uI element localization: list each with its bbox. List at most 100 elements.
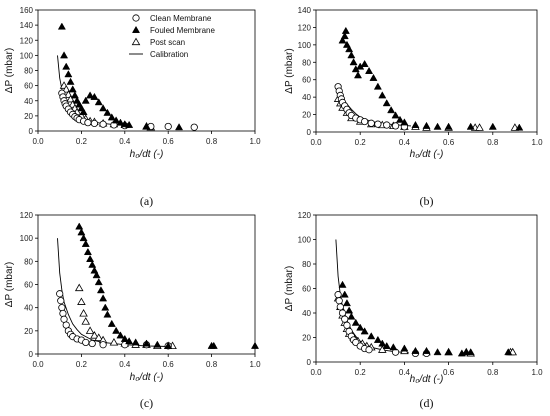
plot-panel-2: 0.0 0.2 0.4 0.6 0.8 1.0 0 20 40 60 80 100 120 h₀/dt (… — [4, 211, 261, 410]
fouled-membrane-point — [86, 254, 95, 262]
x-tick-label: 0.0 — [32, 137, 44, 146]
fouled-membrane-point — [411, 120, 420, 128]
y-tick-label: 60 — [302, 285, 311, 294]
panel-label: (a) — [140, 194, 153, 208]
fouled-membrane-point — [353, 71, 363, 79]
fouled-membrane-point — [62, 62, 71, 70]
clean-membrane-point — [88, 339, 96, 348]
x-tick-label: 0.0 — [32, 360, 44, 369]
post-scan-point — [61, 85, 71, 93]
fouled-membrane-point — [356, 323, 365, 331]
fouled-membrane-point — [70, 91, 79, 99]
fouled-membrane-point — [411, 346, 420, 354]
fouled-membrane-point — [94, 278, 103, 286]
legend: Clean Membrane Fouled Membrane Post scan Ca… — [129, 14, 215, 59]
x-tick-label: 0.8 — [206, 360, 218, 369]
fouled-membrane-point — [81, 239, 90, 247]
fouled-membrane-point — [112, 116, 121, 124]
fouled-membrane-point — [504, 348, 513, 356]
fouled-membrane-point — [131, 338, 140, 346]
fouled-membrane-point — [64, 70, 73, 78]
x-tick-label: 0.4 — [399, 138, 411, 147]
fouled-membrane-point — [92, 271, 101, 279]
clean-membrane-point — [57, 297, 65, 305]
x-tick-label: 0.2 — [355, 138, 367, 147]
y-tick-label: 100 — [20, 51, 34, 60]
fouled-membrane-point — [120, 334, 129, 342]
fouled-membrane-point — [378, 339, 387, 347]
clean-membrane-point — [391, 122, 400, 130]
fouled-membrane-point — [382, 341, 391, 350]
y-axis-label: ΔP (mbar) — [284, 266, 295, 311]
fouled-membrane-point — [515, 123, 524, 131]
fouled-membrane-point — [125, 337, 134, 345]
y-tick-label: 40 — [302, 309, 311, 318]
y-axis-label: ΔP (mbar) — [4, 48, 15, 93]
fouled-membrane-point — [466, 122, 475, 130]
post-scan-point — [77, 297, 86, 305]
y-tick-label: 0 — [29, 350, 34, 359]
clean-membrane-point — [334, 291, 342, 299]
x-tick-label: 0.4 — [399, 368, 411, 377]
clean-membrane-point — [341, 315, 349, 323]
fouled-membrane-point — [164, 341, 173, 349]
fouled-membrane-point — [96, 286, 105, 294]
y-tick-label: 0 — [29, 127, 34, 136]
clean-membrane-point — [336, 303, 344, 311]
y-tick-label: 60 — [24, 82, 33, 91]
fouled-membrane-point — [347, 312, 356, 320]
clean-membrane-point — [367, 119, 375, 127]
fouled-membrane-point — [373, 335, 382, 343]
x-tick-label: 0.4 — [119, 137, 131, 146]
fouled-membrane-point — [340, 32, 349, 40]
legend-marker — [132, 14, 140, 22]
fouled-membrane-point — [488, 122, 497, 130]
fouled-membrane-point — [86, 91, 95, 99]
fouled-membrane-point — [107, 113, 116, 121]
clean-membrane-point — [164, 122, 172, 131]
y-axis-label: ΔP (mbar) — [284, 48, 295, 93]
fouled-membrane-point — [391, 111, 400, 119]
fouled-membrane-point — [90, 266, 99, 274]
fouled-membrane-point — [81, 96, 90, 104]
fouled-membrane-point — [422, 121, 431, 129]
fouled-membrane-point — [112, 326, 121, 334]
fouled-membrane-point — [250, 341, 260, 349]
x-tick-label: 1.0 — [531, 138, 543, 147]
fouled-membrane-point — [116, 331, 125, 339]
x-tick-label: 0.0 — [310, 138, 322, 147]
fouled-membrane-point — [103, 108, 112, 116]
x-tick-label: 0.6 — [443, 368, 455, 377]
fouled-membrane-point — [433, 348, 442, 356]
clean-membrane-point — [90, 119, 99, 128]
y-tick-label: 140 — [298, 6, 312, 15]
fouled-membrane-point — [60, 51, 69, 59]
plot-panel-0: 0.0 0.2 0.4 0.6 0.8 1.0 0 20 40 60 80 100 120 140 160 h… — [4, 6, 261, 208]
fouled-membrane-point — [360, 327, 369, 335]
clean-membrane-point — [383, 121, 391, 129]
fouled-membrane-point — [466, 348, 475, 356]
fouled-membrane-point — [338, 36, 347, 44]
x-tick-label: 0.6 — [163, 137, 175, 146]
y-tick-label: 100 — [20, 234, 34, 243]
fouled-membrane-point — [400, 344, 409, 352]
fouled-membrane-point — [94, 98, 103, 106]
fouled-membrane-point — [66, 77, 75, 85]
plot-frame — [315, 214, 538, 363]
clean-membrane-point — [82, 338, 90, 347]
fouled-membrane-point — [341, 26, 350, 34]
post-scan-point — [378, 345, 387, 353]
y-tick-label: 0 — [307, 358, 312, 367]
clean-membrane-point — [99, 341, 107, 349]
y-tick-label: 80 — [302, 58, 311, 67]
plot-frame — [315, 9, 538, 133]
x-tick-label: 1.0 — [249, 360, 261, 369]
y-tick-label: 0 — [307, 128, 312, 137]
fouled-membrane-point — [90, 92, 99, 100]
fouled-membrane-point — [387, 106, 396, 114]
y-tick-label: 100 — [298, 236, 312, 245]
clean-membrane-point — [365, 346, 373, 354]
fouled-membrane-point — [142, 339, 151, 347]
fouled-membrane-point — [77, 228, 86, 236]
x-axis-label: h₀/dt (-) — [410, 149, 444, 160]
